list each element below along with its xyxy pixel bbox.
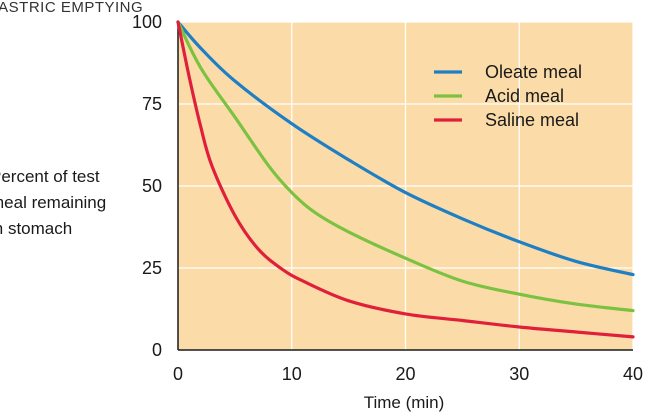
x-tick-label-10: 10 (282, 364, 302, 384)
y-tick-label-75: 75 (142, 94, 162, 114)
y-tick-label-100: 100 (132, 12, 162, 32)
x-axis-title: Time (min) (364, 393, 445, 412)
y-tick-label-25: 25 (142, 258, 162, 278)
series-line-saline-meal (176, 20, 635, 339)
x-tick-label-40: 40 (623, 364, 643, 384)
series-line-oleate-meal (176, 20, 635, 277)
y-axis-label-line-2: meal remaining (0, 193, 106, 212)
series-line-acid-meal (176, 20, 635, 313)
y-tick-label-0: 0 (152, 340, 162, 360)
x-tick-label-30: 30 (509, 364, 529, 384)
y-axis-label-line-3: in stomach (0, 219, 72, 238)
chart-title: GASTRIC EMPTYING (0, 0, 143, 16)
x-tick-label-20: 20 (395, 364, 415, 384)
legend-label-oleate-meal: Oleate meal (485, 62, 582, 82)
y-axis-label-line-1: Percent of test (0, 167, 100, 186)
y-tick-label-50: 50 (142, 176, 162, 196)
legend-label-acid-meal: Acid meal (485, 86, 564, 106)
legend-label-saline-meal: Saline meal (485, 110, 579, 130)
x-tick-label-0: 0 (173, 364, 183, 384)
